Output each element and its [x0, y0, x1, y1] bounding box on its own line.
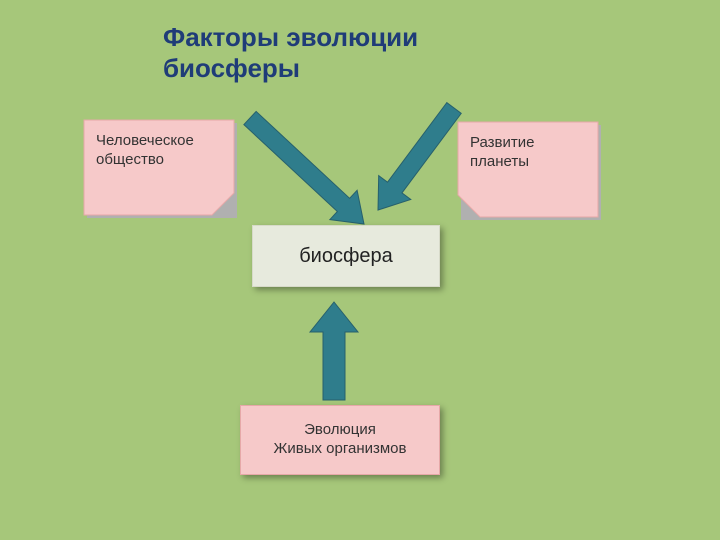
arrow-right — [378, 103, 461, 210]
node-biosphere: биосфера — [252, 225, 440, 287]
arrow-bottom — [310, 302, 358, 400]
arrow-left — [244, 111, 364, 224]
node-planet-development: Развитие планеты — [458, 122, 598, 217]
node-human-society: Человеческое общество — [84, 120, 234, 215]
diagram-title: Факторы эволюции биосферы — [163, 22, 523, 84]
node-evolution-organisms: Эволюция Живых организмов — [240, 405, 440, 475]
